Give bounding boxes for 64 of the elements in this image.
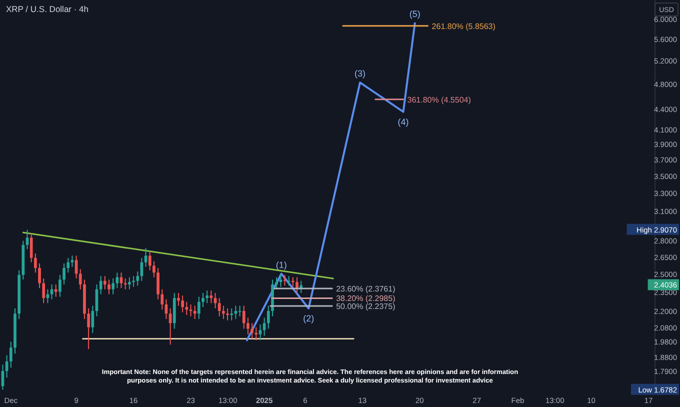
candlestick [185, 301, 188, 316]
candlestick [160, 288, 164, 310]
series-label: 50.00% (2.2375) [336, 302, 396, 312]
candlestick [296, 276, 298, 294]
candlestick [206, 290, 209, 304]
candlestick [230, 308, 234, 321]
candlestick [238, 305, 242, 317]
candlestick [189, 304, 192, 317]
candlestick [193, 305, 196, 320]
candlestick [87, 308, 90, 350]
candlestick [197, 296, 200, 320]
candlestick [266, 305, 270, 330]
annotation: (1) [276, 260, 287, 270]
candlestick [242, 305, 246, 330]
candlestick [300, 280, 303, 294]
candlestick [62, 262, 66, 285]
candlestick [9, 341, 12, 368]
candlestick [108, 279, 110, 295]
candlestick [218, 298, 221, 317]
candlestick [34, 253, 37, 274]
candlestick [74, 255, 78, 279]
candlestick [66, 257, 70, 274]
candlestick [26, 229, 29, 250]
candlestick [144, 248, 148, 268]
candlestick [177, 292, 180, 306]
text: XRP / U.S. Dollar · 4h [6, 4, 89, 14]
candlestick [78, 268, 82, 290]
candlestick [58, 274, 62, 298]
candlestick [246, 317, 250, 335]
candlestick [202, 292, 204, 308]
annotation: (2) [303, 313, 314, 324]
candlestick [210, 290, 213, 304]
candlestick [54, 284, 58, 298]
candlestick [30, 233, 33, 263]
candlestick [38, 262, 41, 289]
candlestick [275, 276, 278, 290]
candlestick [222, 305, 225, 320]
candlestick [156, 267, 160, 300]
series-label: 261.80% (5.8563) [432, 22, 496, 31]
candlestick [258, 324, 262, 341]
candlestick [254, 326, 258, 341]
candlestick [128, 276, 131, 290]
candlestick [103, 276, 106, 290]
candlestick [279, 273, 282, 288]
annotation: (3) [354, 68, 366, 79]
candlestick [70, 255, 74, 268]
candlestick [250, 322, 254, 340]
annotation: (4) [398, 116, 409, 127]
candlestick [42, 278, 46, 304]
candlestick [152, 260, 156, 278]
series-label: 361.80% (4.5504) [407, 95, 472, 104]
candlestick [148, 250, 152, 271]
candlestick [283, 274, 286, 286]
candlestick [124, 278, 127, 290]
candlestick [116, 272, 119, 289]
candlestick [91, 305, 94, 334]
candlestick [226, 308, 229, 321]
annotation: (5) [409, 9, 420, 20]
candlestick [112, 278, 115, 295]
candlestick [181, 295, 184, 313]
candlestick [99, 276, 102, 295]
candlestick [136, 270, 140, 286]
series-label: 23.60% (2.3761) [336, 284, 396, 294]
series-label: 38.20% (2.2985) [336, 294, 396, 304]
